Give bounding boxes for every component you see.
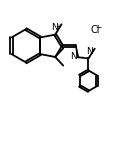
Text: −: −: [95, 24, 101, 33]
Text: N: N: [69, 52, 76, 61]
Text: N: N: [51, 23, 58, 32]
Text: Cl: Cl: [89, 25, 99, 35]
Text: +: +: [55, 24, 60, 30]
Text: N: N: [85, 47, 92, 56]
